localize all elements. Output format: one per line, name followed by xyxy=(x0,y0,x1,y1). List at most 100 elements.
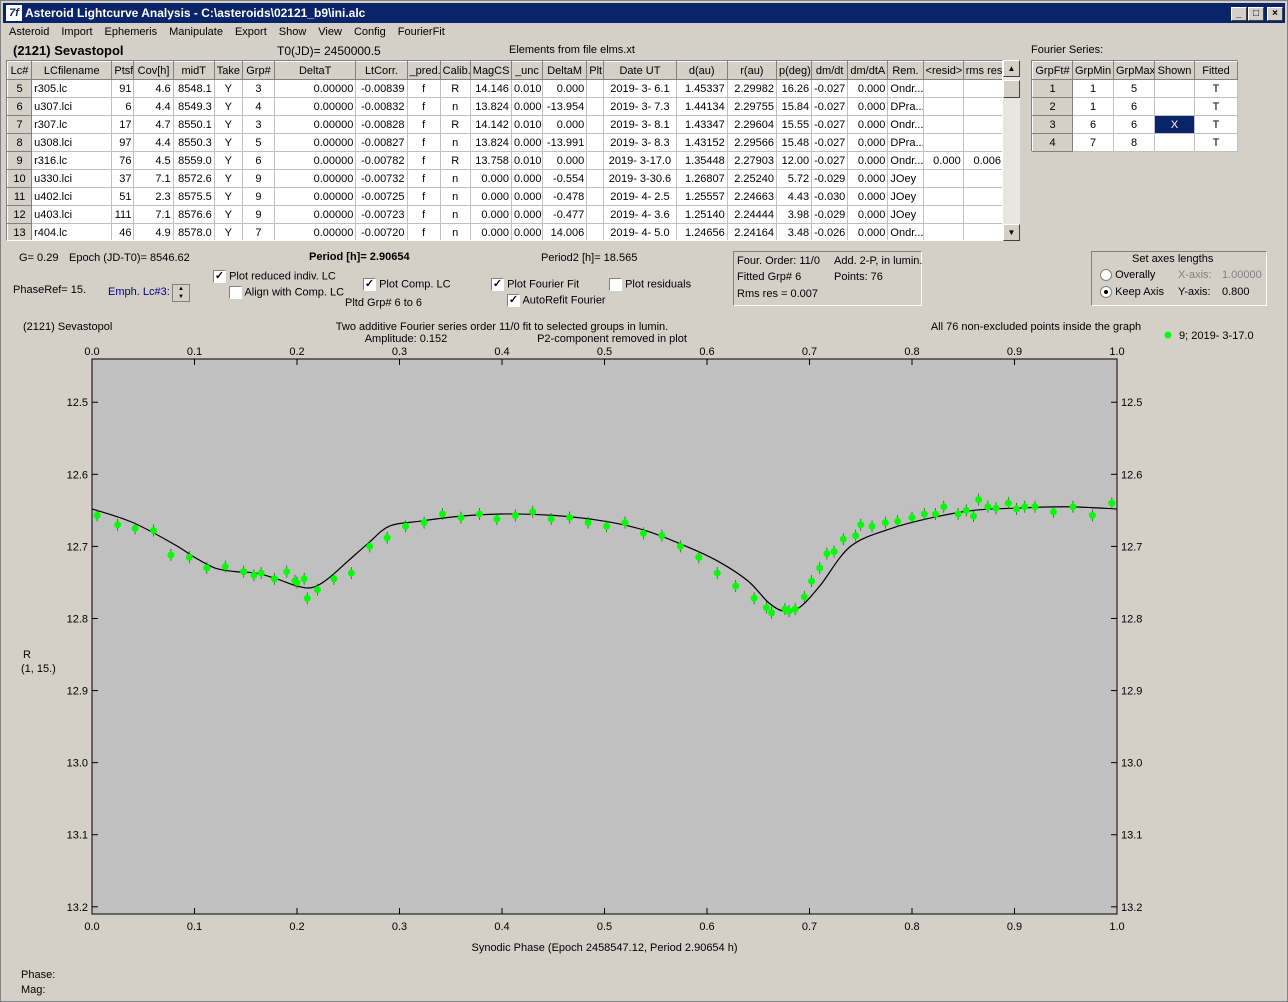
table-cell[interactable]: -0.027 xyxy=(811,151,849,170)
align-checkbox[interactable]: Align with Comp. LC xyxy=(229,286,344,299)
title-bar[interactable]: 7f Asteroid Lightcurve Analysis - C:\ast… xyxy=(3,3,1285,23)
menu-ephemeris[interactable]: Ephemeris xyxy=(104,26,158,38)
table-cell[interactable]: 2.29566 xyxy=(726,133,777,152)
data-point[interactable] xyxy=(857,521,865,529)
table-cell[interactable]: Y xyxy=(213,97,243,116)
data-point[interactable] xyxy=(823,550,831,558)
table-cell[interactable] xyxy=(922,205,964,224)
column-header[interactable]: Cov[h] xyxy=(133,61,174,80)
table-cell[interactable]: 12.00 xyxy=(775,151,813,170)
data-point[interactable] xyxy=(839,535,847,543)
data-point[interactable] xyxy=(984,503,992,511)
table-cell[interactable]: 2019- 4- 3.6 xyxy=(603,205,677,224)
data-point[interactable] xyxy=(547,515,555,523)
table-cell[interactable]: 5 xyxy=(241,133,276,152)
row-header[interactable]: 12 xyxy=(7,205,33,224)
data-point[interactable] xyxy=(475,510,483,518)
data-point[interactable] xyxy=(785,607,793,615)
fourier-row-header[interactable]: 3 xyxy=(1032,115,1073,134)
data-point[interactable] xyxy=(713,569,721,577)
table-cell[interactable]: 0.000 xyxy=(469,187,512,206)
menu-manipulate[interactable]: Manipulate xyxy=(169,26,223,38)
table-cell[interactable]: 3 xyxy=(241,115,276,134)
table-row[interactable]: 11 u402.lci 51 2.3 8575.5 Y 9 0.00000 -0.00725 f n… xyxy=(7,187,1002,206)
table-cell[interactable]: 91 xyxy=(111,79,135,98)
fourier-cell[interactable]: T xyxy=(1194,97,1238,116)
table-cell[interactable]: 9 xyxy=(241,169,276,188)
plot-reduced-checkbox[interactable]: ✓ Plot reduced indiv. LC xyxy=(213,270,336,283)
table-cell[interactable]: 14.146 xyxy=(469,79,512,98)
table-cell[interactable]: 2019- 3- 6.1 xyxy=(603,79,677,98)
table-cell[interactable]: 0.000 xyxy=(510,97,544,116)
table-row[interactable]: 12 u403.lci 111 7.1 8576.6 Y 9 0.00000 -0.00723 f… xyxy=(7,205,1002,224)
table-cell[interactable]: 4.43 xyxy=(775,187,813,206)
table-cell[interactable]: 0.000 xyxy=(510,169,544,188)
table-cell[interactable] xyxy=(962,187,1002,206)
table-cell[interactable]: 0.000 xyxy=(542,115,588,134)
plot-area[interactable] xyxy=(91,358,1118,915)
column-header[interactable]: Grp# xyxy=(241,61,276,80)
data-point[interactable] xyxy=(300,575,308,583)
fourier-cell[interactable] xyxy=(1154,97,1195,116)
data-point[interactable] xyxy=(383,534,391,542)
fourier-cell[interactable]: 1 xyxy=(1072,97,1114,116)
fourier-cell[interactable]: 6 xyxy=(1072,115,1114,134)
fourier-column-header[interactable]: GrpMax xyxy=(1113,61,1155,80)
data-point[interactable] xyxy=(1069,503,1077,511)
table-cell[interactable]: 2.3 xyxy=(133,187,174,206)
data-point[interactable] xyxy=(250,571,258,579)
column-header[interactable]: _pred. xyxy=(406,61,441,80)
table-cell[interactable]: 8576.6 xyxy=(172,205,215,224)
table-cell[interactable]: -0.026 xyxy=(811,223,849,240)
data-point[interactable] xyxy=(695,553,703,561)
table-cell[interactable] xyxy=(586,115,605,134)
data-point[interactable] xyxy=(881,519,889,527)
table-cell[interactable]: 1.44134 xyxy=(675,97,728,116)
column-header[interactable]: Ptsf xyxy=(111,61,135,80)
table-cell[interactable]: 2.24444 xyxy=(726,205,777,224)
table-cell[interactable]: DPra... xyxy=(887,97,924,116)
table-cell[interactable]: 8550.3 xyxy=(172,133,215,152)
table-cell[interactable] xyxy=(922,97,964,116)
table-cell[interactable]: 6 xyxy=(241,151,276,170)
table-cell[interactable]: u403.lci xyxy=(31,205,113,224)
table-cell[interactable]: 0.00000 xyxy=(274,187,357,206)
data-point[interactable] xyxy=(257,569,265,577)
fourier-column-header[interactable]: Fitted xyxy=(1194,61,1238,80)
menu-show[interactable]: Show xyxy=(278,26,307,38)
data-point[interactable] xyxy=(131,524,139,532)
table-cell[interactable]: u330.lci xyxy=(31,169,113,188)
table-cell[interactable]: 2019- 3- 8.3 xyxy=(603,133,677,152)
data-point[interactable] xyxy=(366,542,374,550)
table-row[interactable]: 13 r404.lc 46 4.9 8578.0 Y 7 0.00000 -0.00720 f n 0… xyxy=(7,223,1002,240)
table-cell[interactable]: R xyxy=(439,79,471,98)
table-cell[interactable]: 0.000 xyxy=(847,223,889,240)
table-row[interactable]: 7 r307.lc 17 4.7 8550.1 Y 3 0.00000 -0.00828 f R 14… xyxy=(7,115,1002,134)
data-point[interactable] xyxy=(529,508,537,516)
table-cell[interactable]: 0.00000 xyxy=(274,151,357,170)
table-cell[interactable] xyxy=(586,187,605,206)
table-cell[interactable]: 15.48 xyxy=(775,133,813,152)
data-point[interactable] xyxy=(816,564,824,572)
table-cell[interactable]: 0.010 xyxy=(510,115,544,134)
table-cell[interactable]: 0.000 xyxy=(847,97,889,116)
data-point[interactable] xyxy=(954,510,962,518)
table-cell[interactable]: -0.027 xyxy=(811,97,849,116)
table-cell[interactable]: Ondr... xyxy=(887,79,924,98)
table-cell[interactable] xyxy=(586,223,605,240)
lightcurve-plot[interactable]: 0.0 0.0 0.1 0.1 0.2 0.2 0.3 0.3 0.4 0.4 0.5 0.5 0.6 0… xyxy=(20,314,1267,959)
table-cell[interactable]: 1.25140 xyxy=(675,205,728,224)
table-cell[interactable]: JOey xyxy=(887,169,924,188)
column-header[interactable]: dm/dtA xyxy=(847,61,889,80)
table-cell[interactable]: R xyxy=(439,151,471,170)
table-cell[interactable]: Y xyxy=(213,187,243,206)
table-cell[interactable] xyxy=(922,79,964,98)
table-cell[interactable]: 0.000 xyxy=(469,169,512,188)
table-cell[interactable]: 0.000 xyxy=(510,205,544,224)
table-cell[interactable]: 0.000 xyxy=(847,79,889,98)
data-point[interactable] xyxy=(932,510,940,518)
data-point[interactable] xyxy=(347,569,355,577)
menu-fourierfit[interactable]: FourierFit xyxy=(397,26,445,38)
table-cell[interactable]: -13.954 xyxy=(542,97,588,116)
